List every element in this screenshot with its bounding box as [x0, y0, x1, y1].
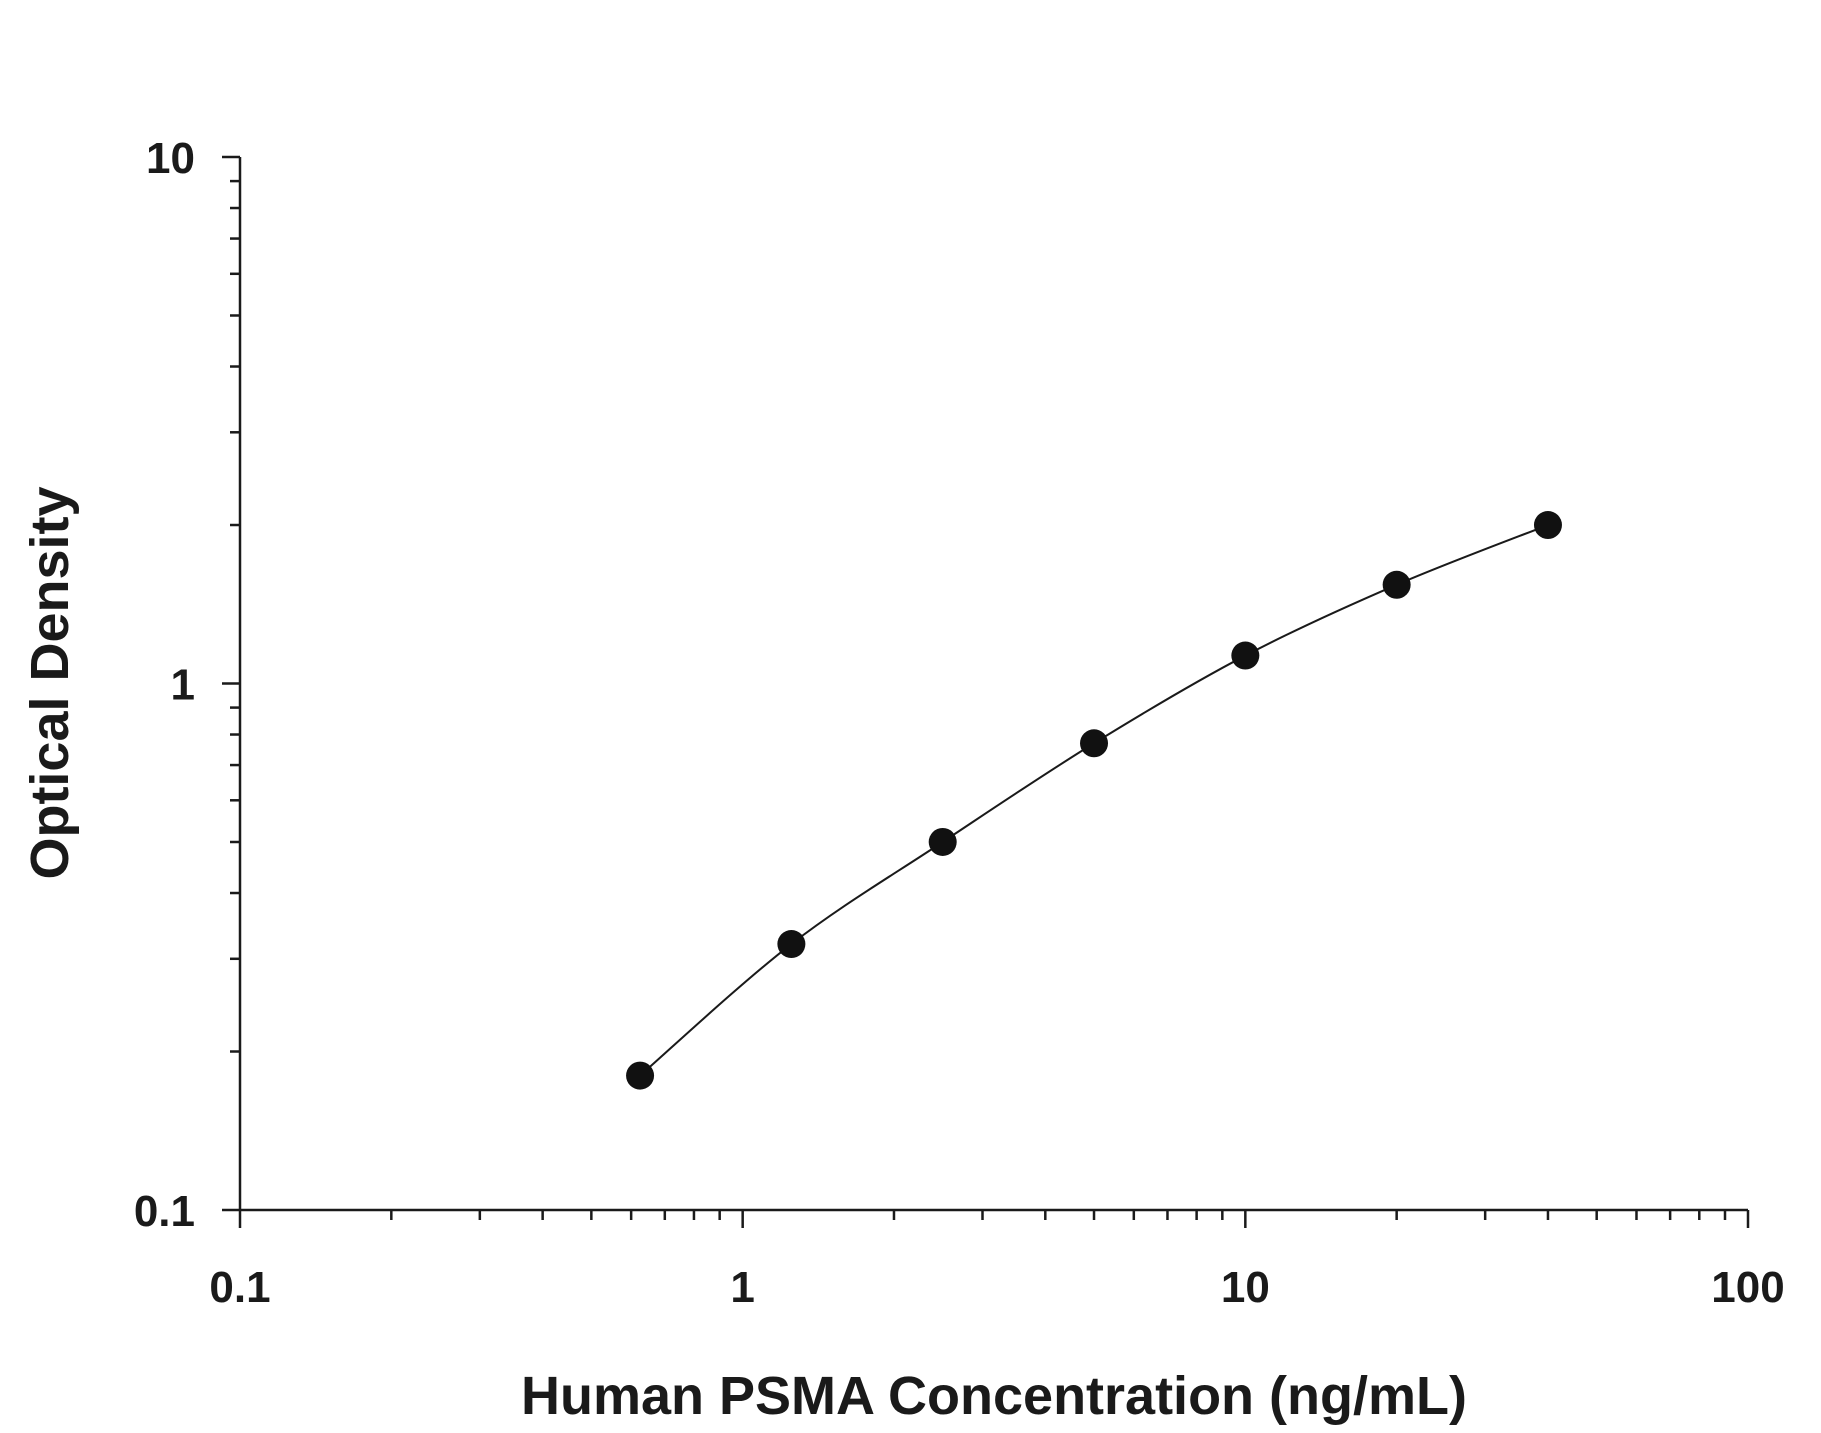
data-point — [1382, 570, 1411, 599]
y-tick-label: 0.1 — [134, 1187, 195, 1236]
x-tick-label: 0.1 — [209, 1263, 270, 1312]
data-point — [777, 930, 806, 959]
data-point — [1080, 729, 1109, 758]
data-points — [626, 511, 1562, 1090]
x-tick-labels: 0.1 1 10 100 — [209, 1263, 1784, 1312]
major-ticks — [222, 155, 1750, 1228]
data-point — [1533, 511, 1562, 540]
x-axis-title: Human PSMA Concentration (ng/mL) — [521, 1366, 1467, 1426]
y-axis-title: Optical Density — [20, 486, 80, 879]
x-tick-label: 100 — [1711, 1263, 1784, 1312]
y-tick-labels: 0.1 1 10 — [134, 134, 195, 1236]
data-point — [928, 827, 957, 856]
x-tick-label: 1 — [730, 1263, 754, 1312]
data-point — [1231, 641, 1260, 670]
data-point — [626, 1061, 655, 1090]
x-tick-label: 10 — [1221, 1263, 1270, 1312]
fit-curve — [639, 524, 1549, 1077]
minor-ticks — [230, 179, 1727, 1220]
y-tick-label: 10 — [146, 134, 195, 183]
y-tick-label: 1 — [171, 661, 195, 710]
